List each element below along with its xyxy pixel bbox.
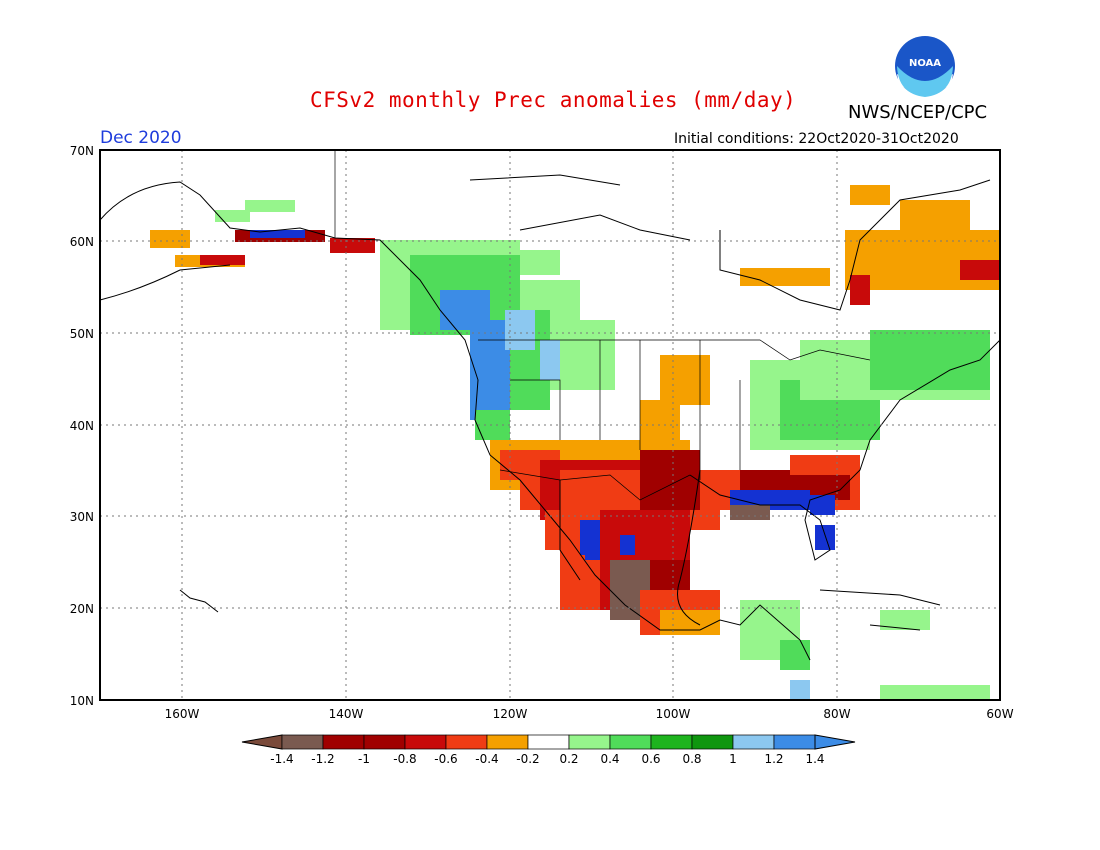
colorbar-swatch — [609, 734, 652, 750]
colorbar-swatch — [773, 734, 816, 750]
colorbar-label: -1 — [358, 752, 370, 766]
colorbar-swatch — [404, 734, 447, 750]
colorbar-label: 0.8 — [682, 752, 701, 766]
colorbar-swatch — [691, 734, 734, 750]
colorbar-arrow-low — [241, 734, 283, 750]
colorbar-arrow-high — [814, 734, 856, 750]
lon-label: 120W — [493, 707, 528, 721]
colorbar-label: -0.8 — [393, 752, 416, 766]
colorbar-swatch — [445, 734, 488, 750]
colorbar-label: -1.2 — [311, 752, 334, 766]
colorbar-label: 0.4 — [600, 752, 619, 766]
colorbar-swatch — [322, 734, 365, 750]
lon-label: 60W — [986, 707, 1013, 721]
noaa-logo-text: NOAA — [909, 58, 941, 69]
lat-label: 30N — [70, 510, 94, 524]
colorbar-label: 1 — [729, 752, 737, 766]
colorbar-swatch — [527, 734, 570, 750]
colorbar-label: -0.4 — [475, 752, 498, 766]
colorbar: -1.4 -1.2 -1 -0.8 -0.6 -0.4 -0.2 0.2 0.4 0.6 0.8 1 1… — [241, 734, 856, 766]
lat-label: 10N — [70, 694, 94, 708]
colorbar-swatch — [281, 734, 324, 750]
colorbar-label: -0.2 — [516, 752, 539, 766]
colorbar-swatch — [363, 734, 406, 750]
colorbar-label: 0.6 — [641, 752, 660, 766]
lon-label: 140W — [329, 707, 364, 721]
colorbar-label: -0.6 — [434, 752, 457, 766]
colorbar-swatch — [650, 734, 693, 750]
coastlines — [99, 174, 1001, 661]
boundaries — [334, 150, 871, 501]
map-frame — [99, 149, 1001, 701]
lon-axis: 160W 140W 120W 100W 80W 60W — [165, 707, 1014, 721]
noaa-logo: NOAA — [895, 36, 955, 97]
lon-label: 160W — [165, 707, 200, 721]
anomaly-field — [150, 185, 1000, 700]
lat-axis: 70N 60N 50N 40N 30N 20N 10N — [70, 144, 94, 708]
lon-label: 100W — [656, 707, 691, 721]
lat-label: 50N — [70, 327, 94, 341]
lat-label: 70N — [70, 144, 94, 158]
colorbar-label: 1.4 — [805, 752, 824, 766]
graticule — [100, 150, 1000, 700]
colorbar-label: 0.2 — [559, 752, 578, 766]
lat-label: 60N — [70, 235, 94, 249]
lat-label: 40N — [70, 419, 94, 433]
forecast-period: Dec 2020 — [100, 128, 182, 148]
lon-label: 80W — [823, 707, 850, 721]
colorbar-label: 1.2 — [764, 752, 783, 766]
colorbar-swatch — [732, 734, 775, 750]
org-label: NWS/NCEP/CPC — [848, 102, 988, 123]
colorbar-label: -1.4 — [270, 752, 293, 766]
colorbar-swatch — [486, 734, 529, 750]
lat-label: 20N — [70, 602, 94, 616]
chart-title: CFSv2 monthly Prec anomalies (mm/day) — [310, 88, 797, 112]
initial-conditions: Initial conditions: 22Oct2020-31Oct2020 — [674, 131, 959, 147]
colorbar-swatch — [568, 734, 611, 750]
